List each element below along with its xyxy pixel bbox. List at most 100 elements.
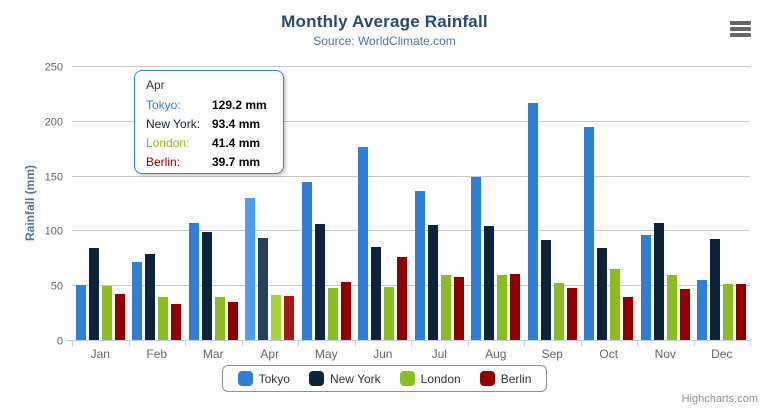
tooltip-series-name: London: — [146, 136, 190, 150]
x-axis-label: Jan — [91, 347, 110, 361]
x-axis-label: Dec — [711, 347, 732, 361]
y-axis-label: 100 — [45, 226, 63, 238]
bar-new-york-may[interactable] — [315, 224, 325, 340]
legend-item-london[interactable]: London — [399, 371, 461, 386]
bar-london-jan[interactable] — [102, 286, 112, 340]
bar-berlin-mar[interactable] — [228, 302, 238, 340]
bar-new-york-jul[interactable] — [428, 225, 438, 340]
tooltip-series-name: Berlin: — [146, 155, 181, 169]
tooltip-series-value: 129.2 mm — [212, 98, 267, 112]
x-axis-label: Jun — [373, 347, 392, 361]
tooltip-series-name: Tokyo: — [146, 98, 181, 112]
bar-london-jul[interactable] — [441, 275, 451, 340]
legend-label: Tokyo — [258, 371, 290, 386]
bar-berlin-feb[interactable] — [171, 304, 181, 340]
legend-item-new-york[interactable]: New York — [308, 371, 381, 386]
bar-berlin-nov[interactable] — [680, 289, 690, 340]
bar-london-aug[interactable] — [497, 275, 507, 340]
legend-item-tokyo[interactable]: Tokyo — [237, 371, 290, 386]
legend-label: London — [420, 371, 461, 386]
legend-symbol — [479, 371, 495, 386]
bar-tokyo-oct[interactable] — [584, 127, 594, 340]
tooltip: Apr Tokyo: 129.2 mm New York: 93.4 mm London… — [134, 70, 284, 174]
x-axis-label: May — [315, 347, 338, 361]
legend-symbol — [308, 371, 324, 386]
chart-title: Monthly Average Rainfall — [281, 12, 488, 31]
bar-tokyo-dec[interactable] — [697, 280, 707, 340]
bar-new-york-feb[interactable] — [145, 254, 155, 340]
legend-label: New York — [329, 371, 381, 386]
bar-tokyo-jan[interactable] — [76, 285, 86, 340]
bar-new-york-jan[interactable] — [89, 248, 99, 340]
bar-london-apr[interactable] — [271, 295, 281, 340]
y-axis-label: 150 — [45, 172, 63, 184]
bar-tokyo-apr[interactable] — [245, 198, 255, 340]
x-axis-label: Jul — [432, 347, 447, 361]
tooltip-series-name: New York: — [146, 117, 201, 131]
bar-berlin-oct[interactable] — [623, 297, 633, 340]
tooltip-series-value: 39.7 mm — [212, 155, 261, 169]
tooltip-header: Apr — [146, 78, 165, 92]
x-axis-label: Oct — [599, 347, 618, 361]
tooltip-rows: Tokyo: 129.2 mm New York: 93.4 mm London: 41.… — [146, 96, 275, 171]
bar-tokyo-may[interactable] — [302, 182, 312, 340]
bar-tokyo-aug[interactable] — [471, 177, 481, 340]
legend-symbol — [237, 371, 253, 386]
bar-tokyo-nov[interactable] — [641, 235, 651, 340]
bar-berlin-dec[interactable] — [736, 284, 746, 340]
x-axis-label: Nov — [655, 347, 676, 361]
bar-london-nov[interactable] — [667, 275, 677, 340]
bar-berlin-sep[interactable] — [567, 288, 577, 340]
bar-london-sep[interactable] — [554, 283, 564, 340]
legend-box: Tokyo New York London Berlin — [221, 365, 548, 392]
bar-berlin-aug[interactable] — [510, 274, 520, 340]
y-axis-label: 250 — [45, 62, 63, 74]
bar-berlin-jun[interactable] — [397, 257, 407, 340]
x-axis-label: Aug — [485, 347, 506, 361]
tooltip-row: Berlin: 39.7 mm — [146, 153, 275, 171]
chart-subtitle: Source: WorldClimate.com — [313, 34, 456, 48]
bar-tokyo-jun[interactable] — [358, 147, 368, 340]
bar-tokyo-mar[interactable] — [189, 223, 199, 340]
bar-new-york-nov[interactable] — [654, 223, 664, 340]
bar-london-feb[interactable] — [158, 297, 168, 340]
tooltip-series-value: 93.4 mm — [212, 117, 261, 131]
bar-berlin-jan[interactable] — [115, 294, 125, 340]
bar-london-oct[interactable] — [610, 269, 620, 340]
bar-tokyo-feb[interactable] — [132, 262, 142, 340]
bar-tokyo-sep[interactable] — [528, 103, 538, 340]
bar-new-york-aug[interactable] — [484, 226, 494, 340]
bar-new-york-jun[interactable] — [371, 247, 381, 340]
bar-london-jun[interactable] — [384, 287, 394, 340]
legend-label: Berlin — [500, 371, 532, 386]
legend-item-berlin[interactable]: Berlin — [479, 371, 532, 386]
bar-tokyo-jul[interactable] — [415, 191, 425, 340]
bar-new-york-dec[interactable] — [710, 239, 720, 340]
legend: Tokyo New York London Berlin — [0, 365, 769, 392]
bar-london-may[interactable] — [328, 288, 338, 340]
tooltip-row: Tokyo: 129.2 mm — [146, 96, 275, 114]
bar-berlin-jul[interactable] — [454, 277, 464, 340]
tooltip-row: New York: 93.4 mm — [146, 115, 275, 133]
x-axis-label: Feb — [146, 347, 167, 361]
bar-new-york-mar[interactable] — [202, 232, 212, 340]
x-axis-label: Sep — [542, 347, 564, 361]
x-axis-label: Mar — [203, 347, 224, 361]
bar-new-york-apr[interactable] — [258, 238, 268, 340]
bar-new-york-sep[interactable] — [541, 240, 551, 340]
y-axis-label: 50 — [51, 281, 63, 293]
bar-berlin-may[interactable] — [341, 282, 351, 340]
bar-london-dec[interactable] — [723, 284, 733, 340]
y-axis-label: 200 — [45, 117, 63, 129]
x-axis-label: Apr — [260, 347, 279, 361]
credits-link[interactable]: Highcharts.com — [681, 393, 758, 405]
y-axis-label: 0 — [57, 336, 63, 348]
tooltip-row: London: 41.4 mm — [146, 134, 275, 152]
bar-berlin-apr[interactable] — [284, 296, 294, 340]
bar-london-mar[interactable] — [215, 297, 225, 340]
hamburger-icon — [730, 21, 751, 37]
context-menu-button[interactable] — [727, 16, 754, 41]
bar-new-york-oct[interactable] — [597, 248, 607, 340]
